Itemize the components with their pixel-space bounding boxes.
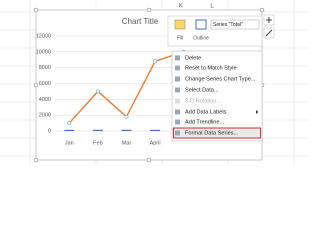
series-dropdown[interactable]	[210, 19, 260, 30]
menu-item[interactable]: Reset to Match Style	[185, 65, 237, 71]
point-handle[interactable]	[96, 89, 100, 94]
bar	[150, 129, 161, 132]
point-handle[interactable]	[67, 121, 72, 125]
menu-item[interactable]: Change Series Chart Type...	[185, 76, 256, 82]
menu-icon	[175, 65, 180, 71]
chart-title: Chart Title	[122, 17, 159, 26]
context-menu: Delete Reset to Match Style Change Series …	[171, 50, 263, 142]
y-tick-label: 2000	[39, 113, 51, 119]
menu-item[interactable]: Add Trendline...	[185, 119, 225, 125]
point-handle[interactable]	[153, 59, 158, 64]
menu-icon	[175, 87, 180, 93]
side-buttons	[263, 14, 275, 39]
menu-item[interactable]: Delete	[185, 55, 201, 61]
outline-icon[interactable]	[195, 19, 207, 30]
fill-label: Fill	[177, 35, 183, 41]
y-tick-label: 12000	[36, 33, 51, 39]
bar	[64, 129, 75, 132]
menu-item: 3-D Rotation...	[185, 98, 222, 104]
plus-icon	[266, 17, 272, 23]
series-selector: Series "Total"	[213, 22, 243, 28]
submenu-arrow	[256, 110, 259, 114]
highlight-box	[173, 127, 261, 139]
y-tick-label: 8000	[39, 65, 51, 71]
menu-icon	[175, 55, 180, 61]
x-tick-label: Mar	[122, 140, 132, 146]
format-toolbar: Fill Outline Series "Total"	[167, 15, 263, 47]
y-tick-label: 10000	[36, 49, 51, 55]
x-tick-label: Feb	[93, 140, 102, 146]
y-tick-label: 4000	[39, 97, 51, 103]
menu-item[interactable]: Format Data Series...	[185, 130, 239, 136]
x-tick-label: April	[150, 140, 161, 146]
fill-icon[interactable]	[174, 19, 186, 30]
bar	[121, 129, 132, 132]
menu-icon	[175, 109, 180, 115]
column-header: K	[179, 4, 183, 10]
menu-icon	[175, 119, 180, 125]
menu-item[interactable]: Add Data Labels	[185, 109, 227, 115]
column-header: L	[210, 4, 214, 10]
menu-item[interactable]: Select Data...	[185, 87, 219, 93]
menu-icon	[175, 130, 180, 136]
y-tick-label: 6000	[39, 81, 51, 87]
bar	[92, 129, 103, 132]
screenshot: K L Chart Title 0 2000 4000 6000 8000 10000 12…	[0, 0, 309, 163]
x-tick-label: Jan	[65, 140, 74, 146]
menu-icon	[175, 76, 180, 82]
y-tick-label: 0	[48, 128, 51, 134]
menu-icon	[175, 98, 180, 104]
outline-label: Outline	[193, 35, 209, 41]
point-handle[interactable]	[124, 114, 129, 119]
brush-icon	[265, 29, 273, 37]
menu-box	[171, 50, 263, 142]
